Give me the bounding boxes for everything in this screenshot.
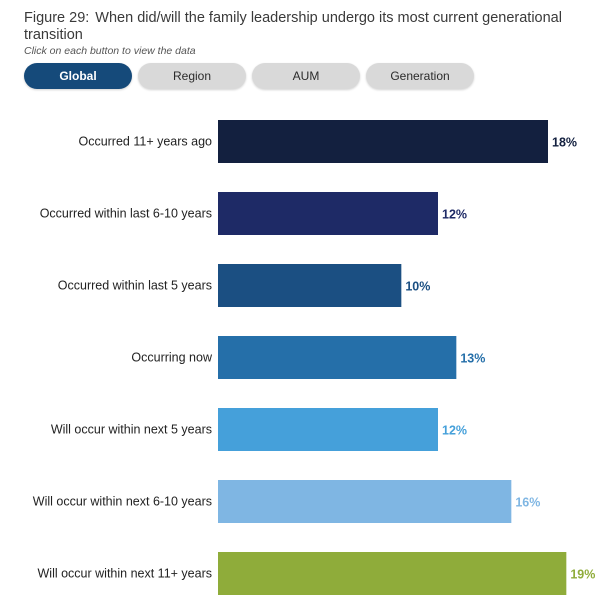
value-label: 16% — [515, 496, 540, 510]
bar — [218, 552, 567, 595]
bar — [218, 480, 512, 523]
global-button[interactable]: Global — [24, 63, 132, 89]
category-label: Will occur within next 11+ years — [38, 567, 213, 581]
bar — [218, 120, 548, 163]
figure-subtitle: Click on each button to view the data — [24, 45, 196, 57]
bar — [218, 408, 438, 451]
category-label: Occurred within last 6-10 years — [40, 207, 212, 221]
value-label: 19% — [570, 568, 595, 582]
value-label: 18% — [552, 136, 577, 150]
figure-number: Figure 29: — [24, 10, 90, 26]
region-button[interactable]: Region — [138, 63, 246, 89]
category-label: Will occur within next 5 years — [51, 423, 212, 437]
value-label: 12% — [442, 424, 467, 438]
value-label: 13% — [460, 352, 485, 366]
value-label: 12% — [442, 208, 467, 222]
bar — [218, 336, 457, 379]
bar — [218, 192, 438, 235]
category-label: Occurring now — [131, 351, 213, 365]
category-label: Occurred within last 5 years — [58, 279, 212, 293]
figure-title: Figure 29: When did/will the family leade… — [24, 10, 584, 44]
aum-button[interactable]: AUM — [252, 63, 360, 89]
value-label: 10% — [405, 280, 430, 294]
category-label: Will occur within next 6-10 years — [33, 495, 212, 509]
bar — [218, 264, 402, 307]
category-label: Occurred 11+ years ago — [78, 135, 212, 149]
generation-button[interactable]: Generation — [366, 63, 474, 89]
figure-title-text: When did/will the family leadership unde… — [24, 10, 562, 43]
